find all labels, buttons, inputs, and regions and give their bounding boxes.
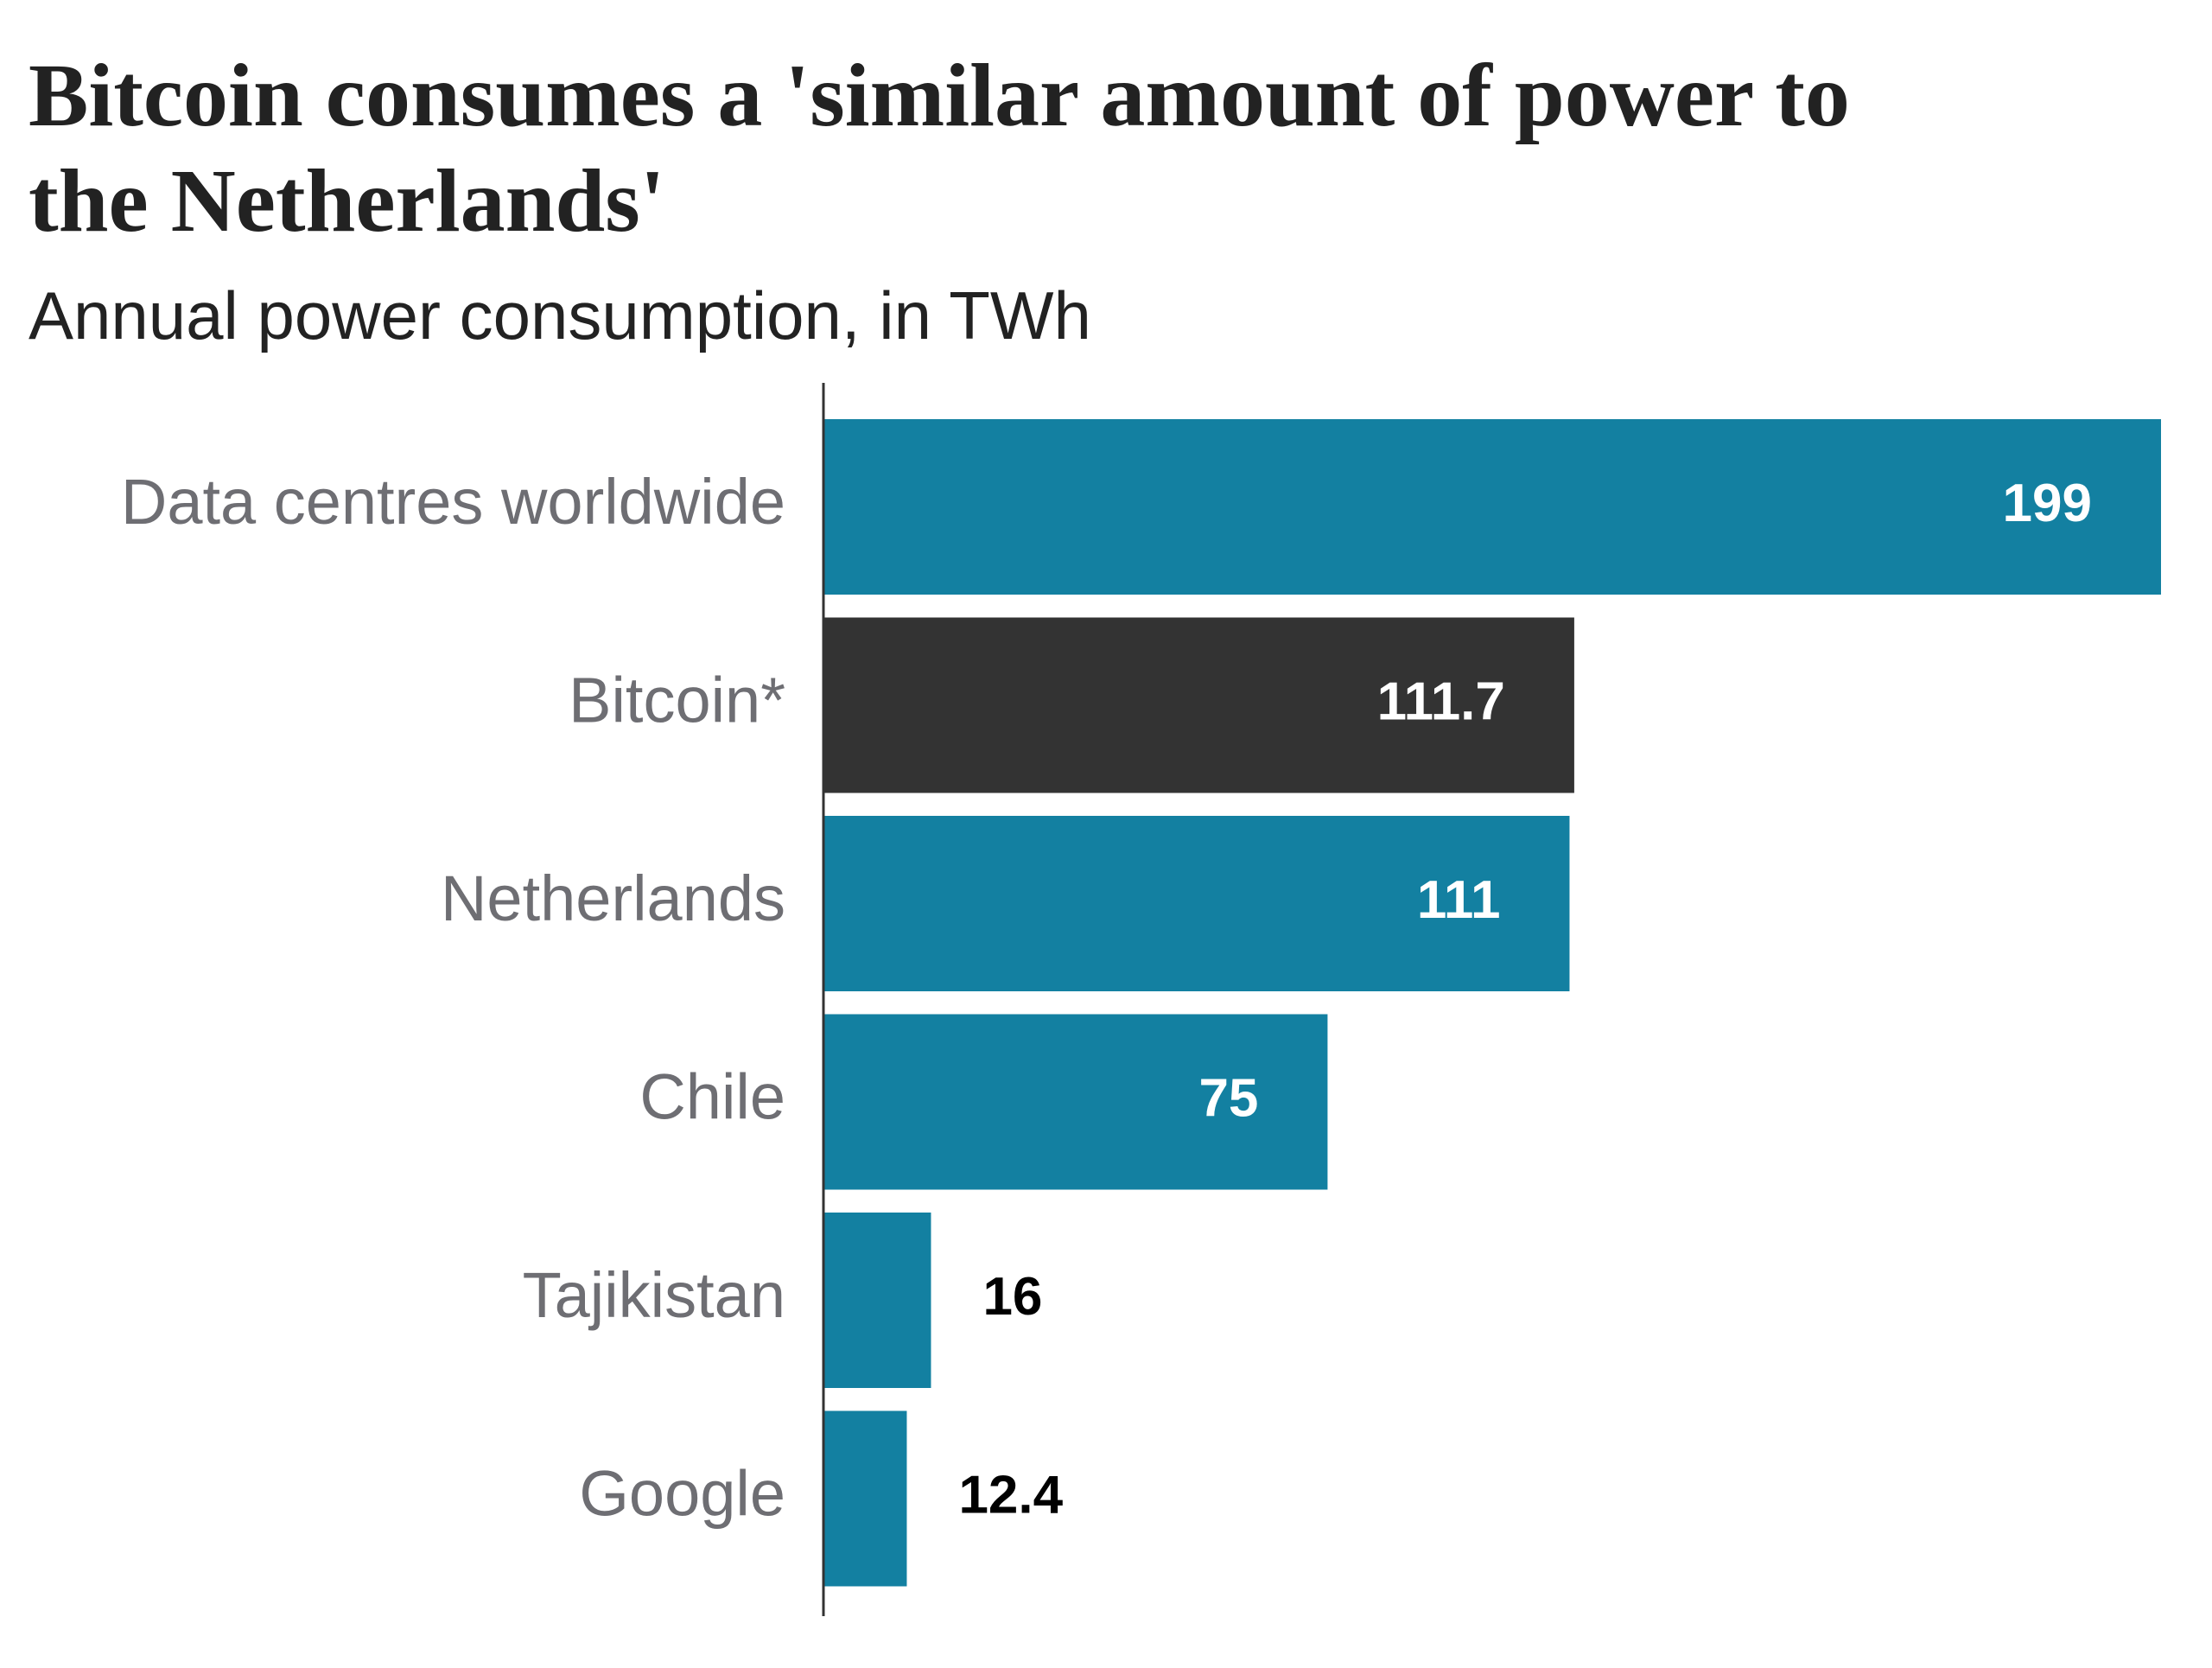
value-label: 111	[1417, 870, 1501, 930]
value-label: 16	[982, 1267, 1042, 1327]
value-label: 199	[2003, 474, 2092, 533]
category-label: Netherlands	[441, 863, 785, 934]
bar	[823, 1213, 931, 1388]
chart-title: Bitcoin consumes a 'similar amount of po…	[29, 46, 1850, 251]
category-label: Data centres worldwide	[121, 466, 785, 538]
value-label: 75	[1198, 1068, 1258, 1128]
bar	[823, 1410, 907, 1587]
bar	[823, 419, 2161, 595]
bar	[823, 617, 1574, 793]
value-label: 111.7	[1377, 672, 1505, 731]
value-label: 12.4	[958, 1465, 1063, 1525]
bar	[823, 816, 1570, 991]
category-label: Chile	[639, 1061, 785, 1133]
category-label: Bitcoin*	[569, 665, 785, 736]
chart-subtitle: Annual power consumption, in TWh	[29, 277, 1091, 353]
category-label: Google	[579, 1458, 785, 1530]
bar	[823, 1014, 1328, 1190]
category-label: Tajikistan	[523, 1259, 785, 1331]
